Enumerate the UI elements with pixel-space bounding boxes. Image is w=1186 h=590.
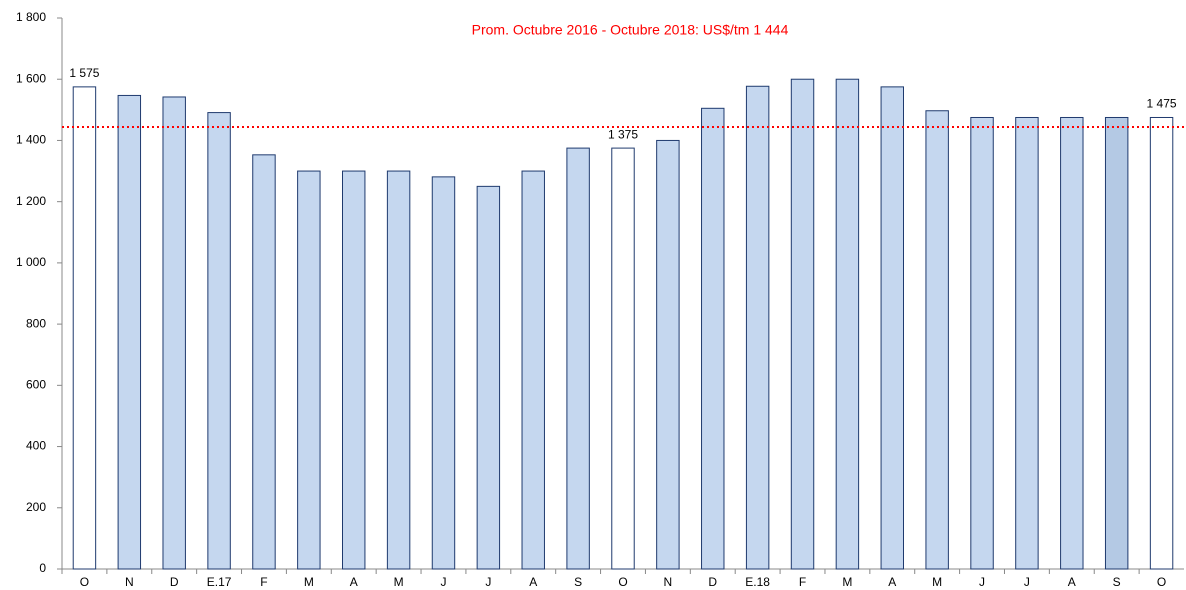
- x-tick-label: A: [1068, 575, 1076, 589]
- bar: [297, 170, 321, 570]
- bar: [521, 170, 545, 570]
- x-tick-label: M: [842, 575, 852, 589]
- bar: [1104, 116, 1129, 570]
- bar: [162, 96, 186, 570]
- bar: [252, 154, 276, 570]
- value-label: 1 375: [608, 127, 638, 141]
- y-tick-label: 600: [26, 378, 46, 392]
- x-tick-label: O: [1157, 575, 1166, 589]
- bar: [207, 112, 231, 570]
- x-tick-label: A: [888, 575, 896, 589]
- x-tick-label: F: [260, 575, 267, 589]
- bar: [476, 185, 501, 570]
- average-annotation: Prom. Octubre 2016 - Octubre 2018: US$/t…: [472, 22, 789, 38]
- x-tick-label: A: [350, 575, 358, 589]
- x-tick-label: M: [932, 575, 942, 589]
- x-tick-label: O: [80, 575, 89, 589]
- bar: [72, 86, 97, 570]
- bar: [925, 110, 949, 570]
- bar: [656, 139, 680, 570]
- bar: [431, 176, 456, 570]
- bar: [117, 94, 142, 570]
- y-tick-label: 400: [26, 439, 46, 453]
- y-tick-label: 1 200: [16, 194, 46, 208]
- bar: [745, 85, 770, 570]
- y-tick-label: 1 400: [16, 133, 46, 147]
- y-tick-label: 800: [26, 316, 46, 330]
- bar: [701, 107, 725, 570]
- x-tick-label: S: [574, 575, 582, 589]
- x-tick-label: N: [125, 575, 134, 589]
- x-tick-label: M: [304, 575, 314, 589]
- x-tick-label: E.18: [745, 575, 770, 589]
- x-tick-label: J: [485, 575, 491, 589]
- value-label: 1 575: [69, 66, 99, 80]
- y-tick-label: 1 800: [16, 10, 46, 24]
- x-tick-label: F: [799, 575, 806, 589]
- bar: [835, 78, 860, 570]
- bar: [566, 147, 590, 570]
- bar: [970, 116, 994, 570]
- y-tick-label: 200: [26, 500, 46, 514]
- x-tick-label: E.17: [207, 575, 232, 589]
- bar: [1015, 116, 1039, 570]
- x-tick-label: J: [979, 575, 985, 589]
- bar: [880, 86, 904, 570]
- bar: [1149, 116, 1174, 570]
- x-tick-label: D: [170, 575, 179, 589]
- x-tick-label: D: [708, 575, 717, 589]
- bar: [1060, 116, 1084, 570]
- x-tick-label: N: [664, 575, 673, 589]
- bar: [790, 78, 815, 570]
- x-tick-label: A: [529, 575, 537, 589]
- bar: [342, 170, 366, 570]
- value-label: 1 475: [1147, 97, 1177, 111]
- y-tick-label: 0: [39, 561, 46, 575]
- x-tick-label: M: [394, 575, 404, 589]
- x-tick-label: J: [1024, 575, 1030, 589]
- bar: [611, 147, 635, 570]
- x-tick-label: J: [440, 575, 446, 589]
- y-tick-label: 1 600: [16, 71, 46, 85]
- bar: [386, 170, 411, 570]
- x-tick-label: S: [1113, 575, 1121, 589]
- y-tick-label: 1 000: [16, 255, 46, 269]
- x-tick-label: O: [618, 575, 627, 589]
